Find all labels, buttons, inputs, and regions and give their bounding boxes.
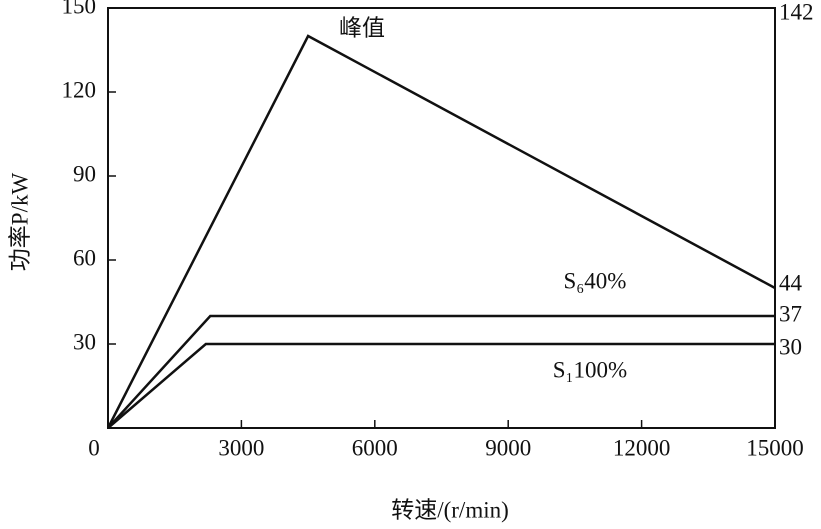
x-tick-label: 6000 [352,435,398,460]
y-tick-label: 60 [73,245,96,270]
series-line [107,342,775,429]
x-tick-label: 9000 [485,435,531,460]
x-tick-label: 0 [88,435,100,460]
series-line [106,34,776,429]
x-axis-label: 转速/(r/min) [391,497,509,522]
y-tick-label: 120 [62,77,97,102]
right-label: 142 [779,0,814,24]
series-label: S₁100% [553,357,627,382]
right-label: 30 [779,334,802,359]
y-tick-label: 30 [73,329,96,354]
right-label: 44 [779,270,803,295]
right-label: 37 [779,301,802,326]
x-tick-label: 12000 [613,435,671,460]
x-tick-label: 15000 [746,435,804,460]
y-axis-label: 功率P/kW [7,173,32,272]
y-tick-label: 150 [62,0,97,18]
plot-frame [107,7,776,429]
series-label: 峰值 [339,15,385,40]
x-tick-label: 3000 [218,435,264,460]
series-line [107,314,775,429]
series-label: S₆40% [564,268,627,293]
y-tick-label: 90 [73,161,96,186]
